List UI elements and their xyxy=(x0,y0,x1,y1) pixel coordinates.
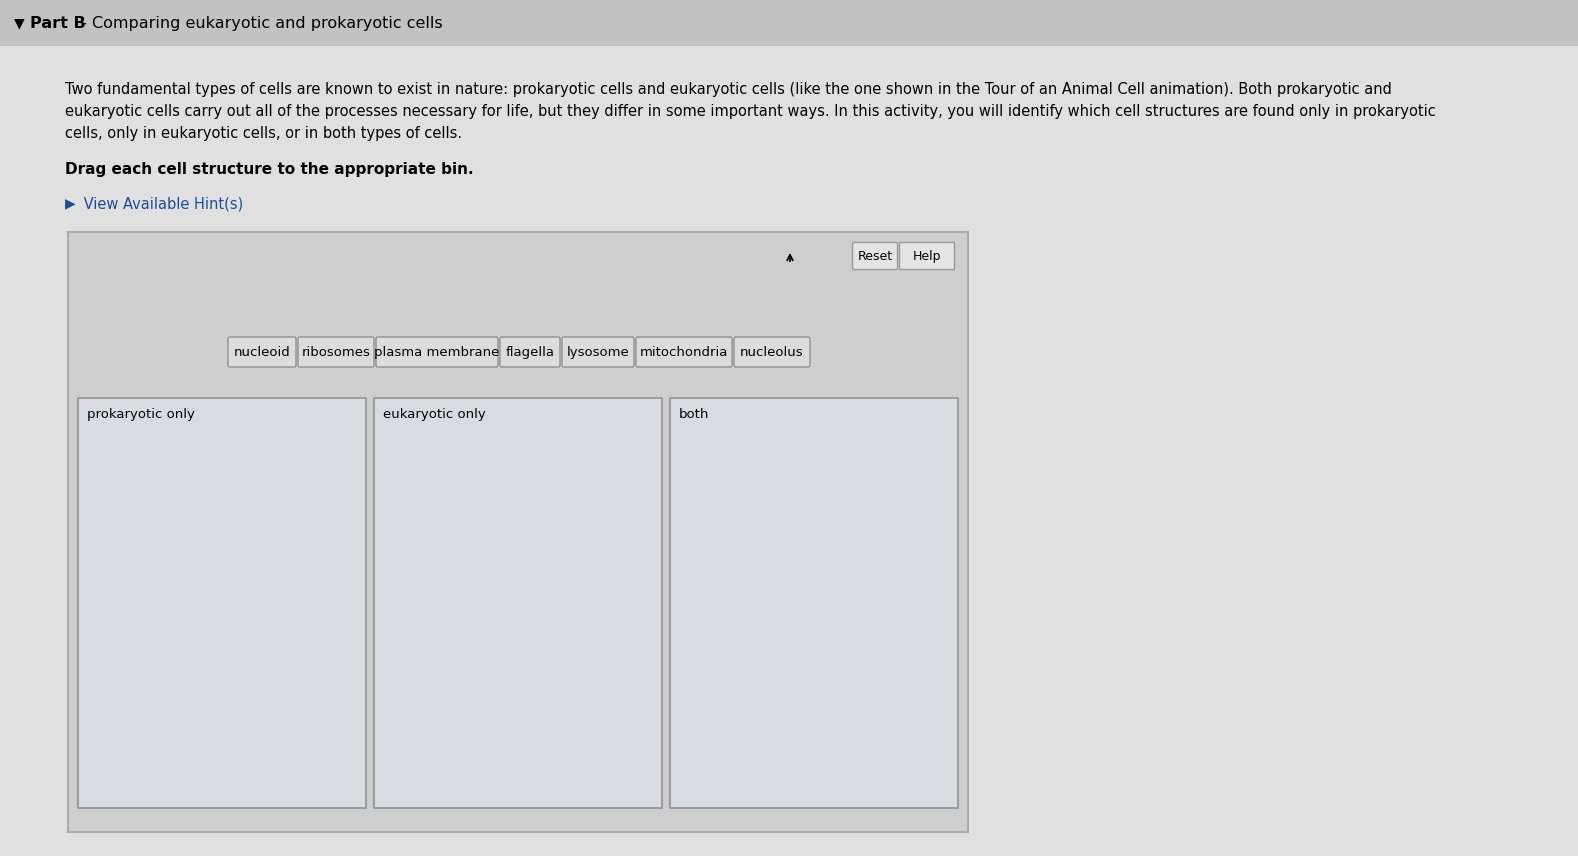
FancyBboxPatch shape xyxy=(899,242,955,270)
Text: plasma membrane: plasma membrane xyxy=(374,346,500,359)
Text: prokaryotic only: prokaryotic only xyxy=(87,408,194,421)
Text: Drag each cell structure to the appropriate bin.: Drag each cell structure to the appropri… xyxy=(65,162,473,177)
FancyBboxPatch shape xyxy=(298,337,374,367)
Text: Two fundamental types of cells are known to exist in nature: prokaryotic cells a: Two fundamental types of cells are known… xyxy=(65,82,1392,97)
Text: ribosomes: ribosomes xyxy=(301,346,371,359)
Text: Part B: Part B xyxy=(30,15,85,31)
FancyBboxPatch shape xyxy=(671,398,958,808)
FancyBboxPatch shape xyxy=(852,242,898,270)
Text: View Available Hint(s): View Available Hint(s) xyxy=(79,196,243,211)
Text: ▶: ▶ xyxy=(65,196,76,210)
Text: mitochondria: mitochondria xyxy=(639,346,727,359)
FancyBboxPatch shape xyxy=(374,398,663,808)
Text: both: both xyxy=(679,408,710,421)
Text: nucleolus: nucleolus xyxy=(740,346,803,359)
FancyBboxPatch shape xyxy=(562,337,634,367)
FancyBboxPatch shape xyxy=(376,337,499,367)
Text: Reset: Reset xyxy=(857,249,893,263)
Text: lysosome: lysosome xyxy=(567,346,630,359)
Text: flagella: flagella xyxy=(505,346,554,359)
Text: nucleoid: nucleoid xyxy=(234,346,290,359)
Text: cells, only in eukaryotic cells, or in both types of cells.: cells, only in eukaryotic cells, or in b… xyxy=(65,126,462,141)
Text: - Comparing eukaryotic and prokaryotic cells: - Comparing eukaryotic and prokaryotic c… xyxy=(76,15,442,31)
Text: eukaryotic cells carry out all of the processes necessary for life, but they dif: eukaryotic cells carry out all of the pr… xyxy=(65,104,1436,119)
Text: ▼: ▼ xyxy=(14,16,25,30)
FancyBboxPatch shape xyxy=(68,232,967,832)
FancyBboxPatch shape xyxy=(227,337,297,367)
FancyBboxPatch shape xyxy=(734,337,810,367)
FancyBboxPatch shape xyxy=(77,398,366,808)
FancyBboxPatch shape xyxy=(0,0,1578,46)
FancyBboxPatch shape xyxy=(636,337,732,367)
FancyBboxPatch shape xyxy=(0,46,1578,856)
Text: Help: Help xyxy=(912,249,940,263)
Text: eukaryotic only: eukaryotic only xyxy=(383,408,486,421)
FancyBboxPatch shape xyxy=(500,337,560,367)
